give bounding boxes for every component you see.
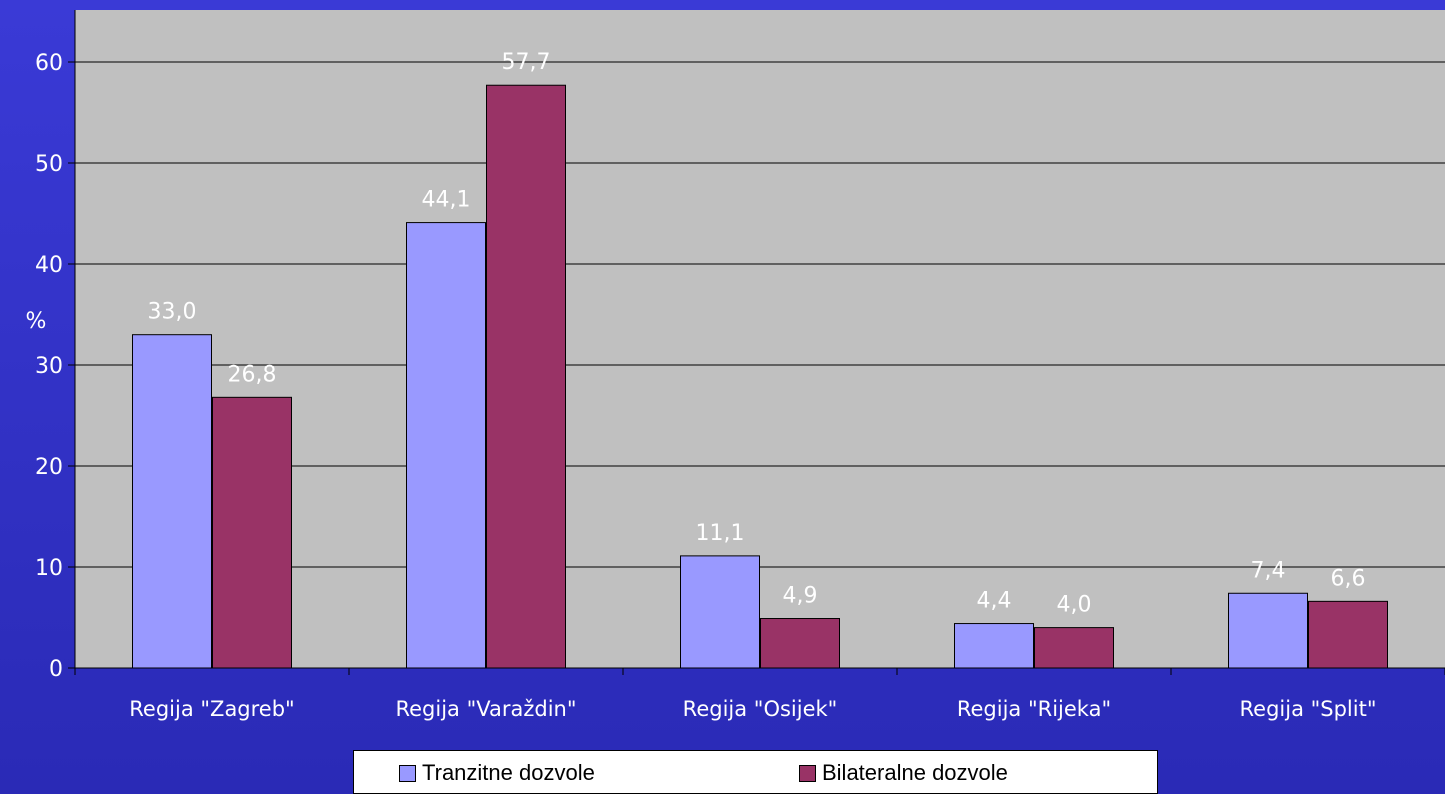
data-label-series-1-cat-2: 44,1 bbox=[422, 188, 471, 213]
y-tick-label-60: 60 bbox=[35, 51, 63, 76]
data-label-series-2-cat-1: 26,8 bbox=[228, 362, 277, 387]
x-tick-label-1: Regija "Zagreb" bbox=[129, 697, 294, 721]
bar-series-1-cat-4 bbox=[954, 623, 1034, 669]
data-label-series-1-cat-3: 11,1 bbox=[696, 521, 745, 546]
bar-series-2-cat-2 bbox=[486, 84, 566, 669]
legend-item-series-1: Tranzitne dozvole bbox=[399, 760, 595, 785]
data-label-series-1-cat-5: 7,4 bbox=[1251, 558, 1286, 583]
bar-series-2-cat-3 bbox=[760, 618, 840, 669]
x-tick-label-2: Regija "Varaždin" bbox=[395, 697, 576, 721]
data-label-series-1-cat-4: 4,4 bbox=[977, 589, 1012, 614]
y-tick-label-50: 50 bbox=[35, 152, 63, 177]
y-tick-label-20: 20 bbox=[35, 455, 63, 480]
bar-series-2-cat-1 bbox=[212, 396, 292, 669]
data-label-series-2-cat-3: 4,9 bbox=[783, 584, 818, 609]
bar-series-1-cat-1 bbox=[132, 334, 212, 669]
x-tick-label-3: Regija "Osijek" bbox=[683, 697, 838, 721]
legend-swatch-series-1 bbox=[399, 764, 416, 782]
y-tick-label-40: 40 bbox=[35, 253, 63, 278]
bar-series-1-cat-2 bbox=[406, 222, 486, 669]
legend: Tranzitne dozvole Bilateralne dozvole bbox=[353, 750, 1158, 794]
bar-series-1-cat-5 bbox=[1228, 592, 1308, 669]
y-tick-label-30: 30 bbox=[35, 354, 63, 379]
bar-series-1-cat-3 bbox=[680, 555, 760, 669]
bar-series-2-cat-5 bbox=[1308, 600, 1388, 669]
legend-label-series-2: Bilateralne dozvole bbox=[822, 760, 1008, 785]
legend-swatch-series-2 bbox=[799, 764, 816, 782]
x-tick-label-4: Regija "Rijeka" bbox=[957, 697, 1111, 721]
data-label-series-2-cat-2: 57,7 bbox=[502, 50, 551, 75]
legend-item-series-2: Bilateralne dozvole bbox=[799, 760, 1008, 785]
data-label-series-2-cat-5: 6,6 bbox=[1331, 566, 1366, 591]
bar-series-2-cat-4 bbox=[1034, 627, 1114, 669]
x-tick-label-5: Regija "Split" bbox=[1240, 697, 1377, 721]
y-tick-label-0: 0 bbox=[49, 657, 63, 682]
data-label-series-1-cat-1: 33,0 bbox=[148, 300, 197, 325]
legend-label-series-1: Tranzitne dozvole bbox=[422, 760, 595, 785]
y-tick-label-10: 10 bbox=[35, 556, 63, 581]
data-label-series-2-cat-4: 4,0 bbox=[1057, 593, 1092, 618]
y-axis-label: % bbox=[26, 309, 47, 334]
